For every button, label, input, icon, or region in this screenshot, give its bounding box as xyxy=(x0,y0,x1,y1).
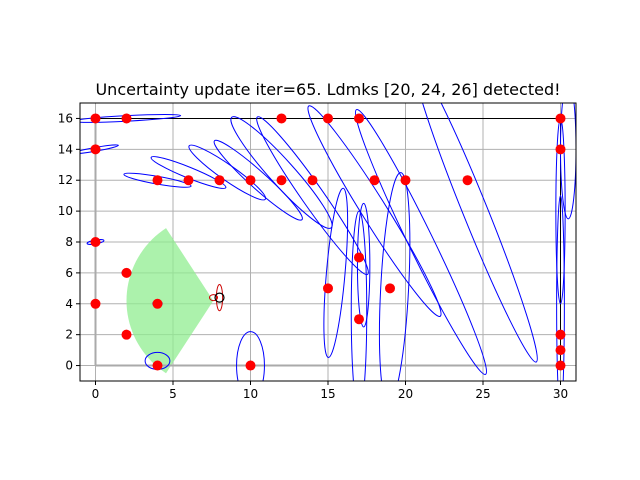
landmark-point xyxy=(555,144,566,155)
landmark-point xyxy=(183,175,194,186)
x-tick-label: 0 xyxy=(92,387,100,401)
landmark-point xyxy=(462,175,473,186)
uncertainty-ellipse xyxy=(236,331,265,381)
landmark-point xyxy=(276,113,287,124)
landmark-point xyxy=(245,360,256,371)
landmark-point xyxy=(152,360,163,371)
landmark-point xyxy=(354,252,364,263)
landmark-point xyxy=(90,144,101,155)
landmark-point xyxy=(121,329,132,340)
y-tick-label: 10 xyxy=(58,204,73,218)
x-tick-label: 15 xyxy=(320,387,335,401)
robot xyxy=(209,283,225,312)
landmark-point xyxy=(90,298,101,309)
landmark-point xyxy=(121,267,132,278)
x-tick-label: 10 xyxy=(243,387,258,401)
landmark-point xyxy=(555,345,566,356)
y-tick-label: 2 xyxy=(65,328,73,342)
fov-wedge xyxy=(126,228,214,374)
robot-marker xyxy=(214,292,225,303)
landmark-point xyxy=(354,113,364,124)
uncertainty-ellipse xyxy=(307,105,442,317)
x-tick-label: 25 xyxy=(475,387,490,401)
chart-title: Uncertainty update iter=65. Ldmks [20, 2… xyxy=(95,80,560,99)
landmark-point xyxy=(90,113,101,124)
landmark-point xyxy=(400,175,411,186)
y-tick-label: 12 xyxy=(58,173,73,187)
y-tick-label: 8 xyxy=(65,235,73,249)
landmark-point xyxy=(152,175,163,186)
plot-area xyxy=(80,103,576,381)
landmark-point xyxy=(245,175,256,186)
uncertainty-ellipse xyxy=(213,139,303,221)
uncertainty-ellipse xyxy=(412,103,538,363)
uncertainty-ellipse xyxy=(556,195,565,381)
uncertainty-ellipse xyxy=(256,116,369,276)
landmark-point xyxy=(323,283,333,294)
x-tick-label: 5 xyxy=(169,387,177,401)
x-tick-label: 20 xyxy=(398,387,413,401)
uncertainty-ellipse xyxy=(350,210,368,381)
uncertainty-ellipse xyxy=(323,187,349,359)
landmark-point xyxy=(307,175,318,186)
robot-ghost xyxy=(209,294,218,302)
x-tick-label: 30 xyxy=(553,387,568,401)
y-tick-label: 4 xyxy=(65,297,73,311)
landmark-point xyxy=(354,314,364,325)
landmark-point xyxy=(555,360,566,371)
y-tick-label: 0 xyxy=(65,359,73,373)
landmark-point xyxy=(385,283,395,294)
x-axis-ticks: 0 5 10 15 20 25 30 xyxy=(92,381,568,401)
y-tick-label: 16 xyxy=(58,111,73,125)
landmark-point xyxy=(276,175,287,186)
y-tick-label: 6 xyxy=(65,266,73,280)
y-tick-label: 14 xyxy=(58,142,73,156)
landmark-point xyxy=(90,237,101,247)
robot-ellipse xyxy=(215,283,224,312)
field-of-view xyxy=(126,228,214,374)
landmark-point xyxy=(214,175,225,186)
landmark-point xyxy=(555,329,566,340)
y-axis-ticks: 0 2 4 6 8 10 12 14 16 xyxy=(58,111,80,373)
uncertainty-ellipse xyxy=(378,172,411,381)
landmark-point xyxy=(121,113,132,124)
landmark-point xyxy=(555,113,566,124)
landmarks xyxy=(90,113,566,371)
landmark-point xyxy=(323,113,333,124)
landmark-point xyxy=(369,175,380,186)
uncertainty-ellipse xyxy=(356,202,371,328)
landmark-point xyxy=(152,298,163,309)
